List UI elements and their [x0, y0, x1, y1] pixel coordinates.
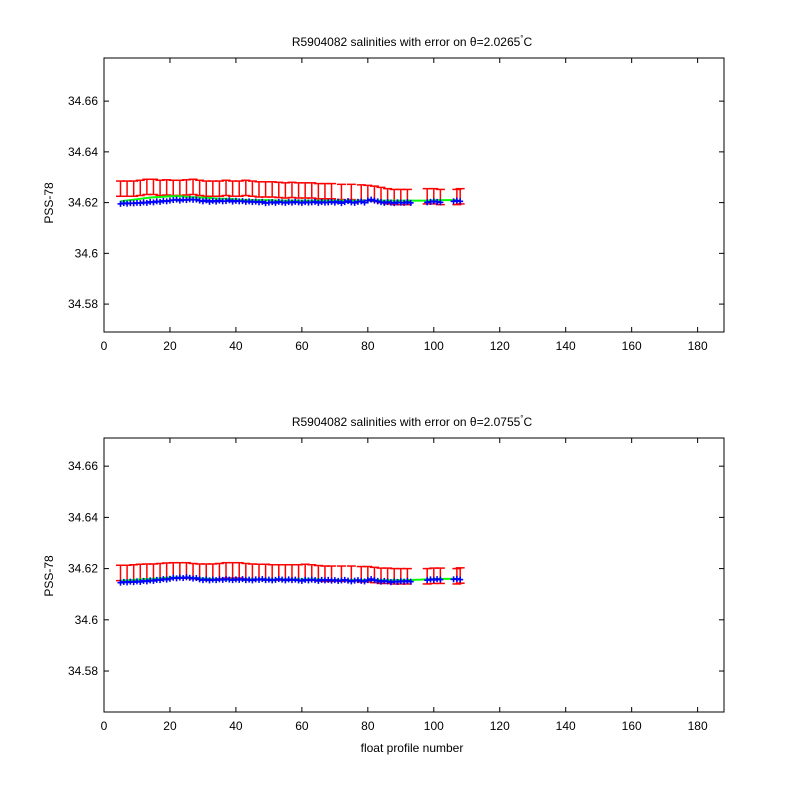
x-tick-label: 120 — [490, 339, 510, 353]
y-tick-label: 34.62 — [68, 196, 98, 210]
x-tick-label: 60 — [295, 339, 309, 353]
plot-area-top: 0 20 40 60 80 100 120 140 160 180 34.58 34.6 34.62 34… — [68, 57, 725, 353]
x-tick-label: 160 — [622, 719, 642, 733]
x-tick-label: 140 — [556, 719, 576, 733]
y-tick-label: 34.66 — [68, 94, 98, 108]
x-tick-label: 180 — [688, 339, 708, 353]
x-tick-label: 180 — [688, 719, 708, 733]
y-tick-label: 34.66 — [68, 459, 98, 473]
chart-title-top: R5904082 salinities with error on θ=2.02… — [292, 34, 533, 49]
x-tick-label: 60 — [295, 719, 309, 733]
x-tick-label: 0 — [101, 719, 108, 733]
x-axis-label-bottom: float profile number — [361, 741, 464, 755]
y-tick-label: 34.58 — [68, 297, 98, 311]
chart-title-bottom: R5904082 salinities with error on θ=2.07… — [292, 414, 533, 429]
x-tick-label: 100 — [424, 339, 444, 353]
y-tick-label: 34.58 — [68, 664, 98, 678]
x-tick-label: 0 — [101, 339, 108, 353]
x-tick-label: 20 — [163, 339, 177, 353]
x-tick-label: 20 — [163, 719, 177, 733]
x-tick-label: 160 — [622, 339, 642, 353]
x-tick-label: 100 — [424, 719, 444, 733]
series-uncalibrated — [117, 196, 464, 207]
x-tick-label: 40 — [229, 719, 243, 733]
plot-area-bottom: 0 20 40 60 80 100 120 140 160 180 34.58 34.6 34.62 34… — [68, 437, 725, 733]
y-axis-label-top: PSS-78 — [42, 182, 56, 224]
x-tick-label: 40 — [229, 339, 243, 353]
x-tick-label: 80 — [361, 719, 375, 733]
y-tick-label: 34.6 — [75, 246, 99, 260]
y-tick-label: 34.64 — [68, 510, 98, 524]
x-tick-label: 140 — [556, 339, 576, 353]
chart-panel-bottom: R5904082 salinities with error on θ=2.07… — [42, 414, 725, 755]
y-tick-label: 34.62 — [68, 562, 98, 576]
y-tick-label: 34.64 — [68, 145, 98, 159]
series-calibrated-error — [115, 178, 465, 206]
axes-frame — [103, 437, 725, 713]
y-axis-label-bottom: PSS-78 — [42, 555, 56, 597]
x-tick-label: 120 — [490, 719, 510, 733]
x-tick-label: 80 — [361, 339, 375, 353]
series-uncalibrated — [117, 574, 464, 586]
y-tick-label: 34.6 — [75, 613, 99, 627]
axes-frame — [103, 57, 725, 333]
chart-panel-top: R5904082 salinities with error on θ=2.02… — [42, 34, 725, 353]
series-mapped-line — [120, 195, 457, 203]
